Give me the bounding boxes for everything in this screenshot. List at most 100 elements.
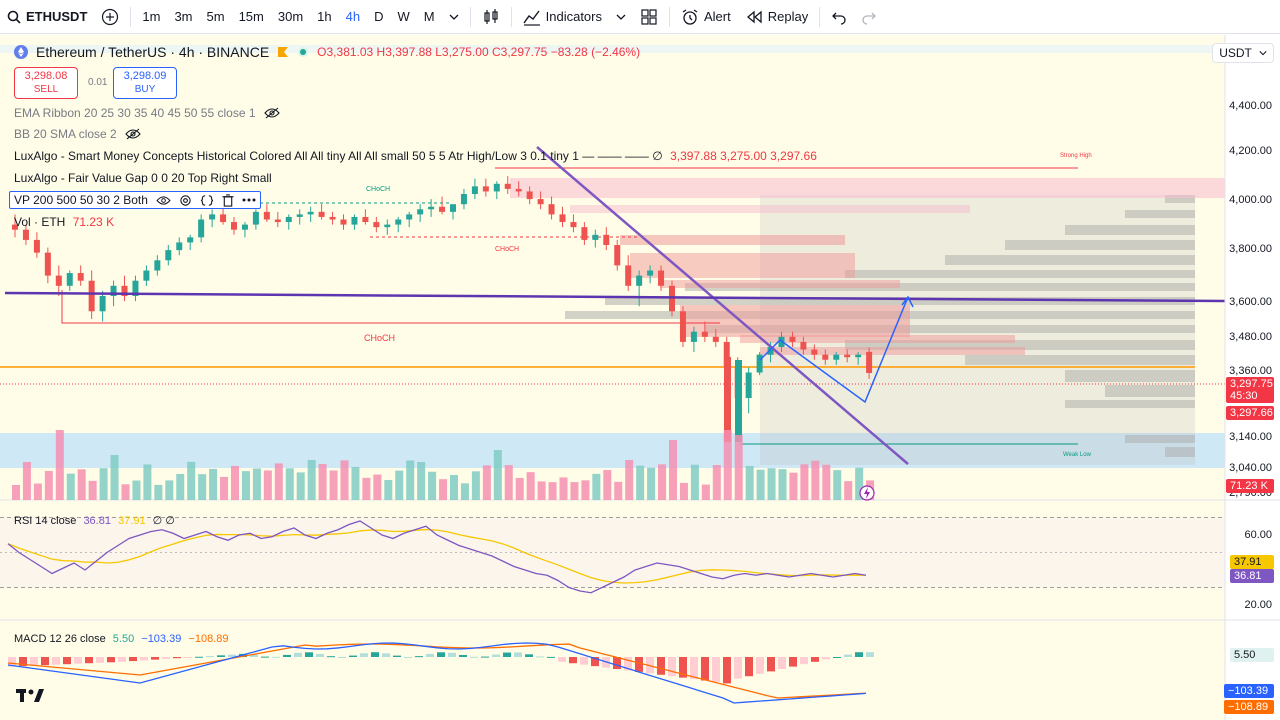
candle-body	[307, 211, 314, 215]
layouts-button[interactable]	[633, 0, 665, 34]
volume-bar	[143, 464, 152, 500]
divider	[819, 6, 821, 27]
macd-histogram-bar	[349, 655, 357, 657]
settings-icon[interactable]	[179, 194, 192, 207]
candle-body	[198, 219, 205, 238]
volume-bar	[296, 472, 305, 500]
candle-body	[866, 351, 873, 374]
replay-button[interactable]: Replay	[738, 0, 815, 34]
candle-body	[241, 224, 248, 230]
bb-legend[interactable]: BB 20 SMA close 2	[14, 127, 141, 141]
macd-histogram-bar	[118, 657, 126, 662]
volume-bar	[559, 477, 568, 500]
candle-body	[844, 354, 851, 358]
candle-body	[504, 183, 511, 189]
macd-histogram-bar	[624, 657, 632, 671]
eye-icon[interactable]	[156, 195, 171, 206]
candle-body	[833, 354, 840, 360]
volume-profile-bar	[605, 297, 1195, 305]
timeframe-dropdown[interactable]	[442, 0, 466, 34]
candle-body	[55, 275, 62, 286]
fvg-legend[interactable]: LuxAlgo - Fair Value Gap 0 0 20 Top Righ…	[14, 171, 272, 185]
alert-button[interactable]: Alert	[674, 0, 738, 34]
macd-histogram-bar	[129, 657, 137, 662]
candle-body	[548, 204, 555, 215]
chart-canvas[interactable]	[0, 35, 1280, 720]
volume-bar	[614, 481, 623, 500]
timeframe-group: 1m 3m 5m 15m 30m 1h 4h D W M	[135, 0, 441, 34]
macd-signal-value: −108.89	[188, 633, 229, 645]
eye-hidden-icon[interactable]	[263, 107, 280, 119]
currency-selector[interactable]: USDT	[1212, 43, 1274, 63]
compare-button[interactable]	[94, 0, 126, 34]
smc-legend[interactable]: LuxAlgo - Smart Money Concepts Historica…	[14, 149, 817, 163]
volume-bar	[307, 460, 316, 500]
candle-body	[471, 186, 478, 194]
rsi-tag: 36.81	[1230, 569, 1274, 583]
price-axis-label: 3,480.00	[1229, 331, 1272, 343]
macd-line-value: −103.39	[141, 633, 182, 645]
ema-ribbon-legend[interactable]: EMA Ribbon 20 25 30 35 40 45 50 55 close…	[14, 106, 280, 120]
macd-histogram-bar	[272, 656, 280, 658]
indicators-button[interactable]: Indicators	[516, 0, 609, 34]
volume-bar	[55, 430, 64, 500]
fvg-label: LuxAlgo - Fair Value Gap 0 0 20 Top Righ…	[14, 171, 272, 185]
tradingview-logo[interactable]	[16, 687, 46, 708]
rsi-pane-bg	[0, 500, 1225, 620]
volume-bar	[647, 467, 656, 500]
candle-body	[274, 219, 281, 223]
candle-body	[756, 354, 763, 373]
macd-histogram-bar	[338, 656, 346, 658]
timeframe-5m[interactable]: 5m	[206, 9, 225, 24]
chart-type-button[interactable]	[475, 0, 507, 34]
timeframe-d[interactable]: D	[374, 9, 384, 24]
volume-bar	[493, 450, 502, 500]
volume-bar	[351, 466, 360, 500]
vp-legend[interactable]: VP 200 500 50 30 2 Both	[9, 191, 261, 209]
indicators-dropdown[interactable]	[609, 0, 633, 34]
bb-label: BB 20 SMA close 2	[14, 127, 117, 141]
timeframe-4h[interactable]: 4h	[345, 9, 361, 24]
choch-label-1: CHoCH	[366, 186, 391, 193]
timeframe-15m[interactable]: 15m	[238, 9, 264, 24]
timeframe-30m[interactable]: 30m	[277, 9, 304, 24]
volume-bar	[734, 435, 743, 500]
volume-profile-bar	[845, 340, 1195, 350]
macd-legend[interactable]: MACD 12 26 close 5.50 −103.39 −108.89	[14, 633, 228, 645]
rsi-legend[interactable]: RSI 14 close 36.81 37.91 ∅ ∅	[14, 514, 175, 527]
timeframe-1m[interactable]: 1m	[142, 9, 161, 24]
chart-area[interactable]: Ethereum / TetherUS · 4h · BINANCE O3,38…	[0, 35, 1280, 720]
candle-body	[165, 250, 172, 261]
undo-button[interactable]	[824, 0, 854, 34]
timeframe-w[interactable]: W	[397, 9, 410, 24]
buy-button[interactable]: 3,298.09 BUY	[113, 67, 177, 99]
eye-hidden-icon[interactable]	[125, 128, 141, 140]
candle-body	[252, 211, 259, 225]
projection-path	[759, 296, 909, 404]
more-icon[interactable]	[242, 198, 256, 202]
candle-body	[712, 336, 719, 342]
macd-histogram-bar	[745, 657, 753, 677]
timeframe-1h[interactable]: 1h	[317, 9, 332, 24]
redo-button[interactable]	[854, 0, 884, 34]
timeframe-m[interactable]: M	[423, 9, 435, 24]
macd-histogram-bar	[679, 657, 687, 678]
smc-label: LuxAlgo - Smart Money Concepts Historica…	[14, 149, 663, 163]
candle-body	[603, 234, 610, 245]
volume-legend[interactable]: Vol · ETH 71.23 K	[14, 215, 114, 229]
trash-icon[interactable]	[222, 193, 234, 207]
ethereum-logo-icon	[14, 45, 28, 59]
rsi-line	[7, 520, 867, 594]
timeframe-3m[interactable]: 3m	[174, 9, 193, 24]
sell-label: SELL	[33, 84, 59, 95]
sell-button[interactable]: 3,298.08 SELL	[14, 67, 78, 99]
rsi-axis-20: 20.00	[1244, 599, 1272, 611]
bar-countdown: 45:30	[1230, 390, 1258, 402]
volume-bar	[329, 470, 338, 500]
candle-body	[176, 242, 183, 251]
candle-body	[143, 270, 150, 281]
candle-body	[745, 372, 752, 398]
source-code-icon[interactable]	[200, 194, 214, 207]
flag-icon[interactable]	[277, 46, 289, 58]
symbol-search[interactable]: ETHUSDT	[0, 0, 94, 34]
